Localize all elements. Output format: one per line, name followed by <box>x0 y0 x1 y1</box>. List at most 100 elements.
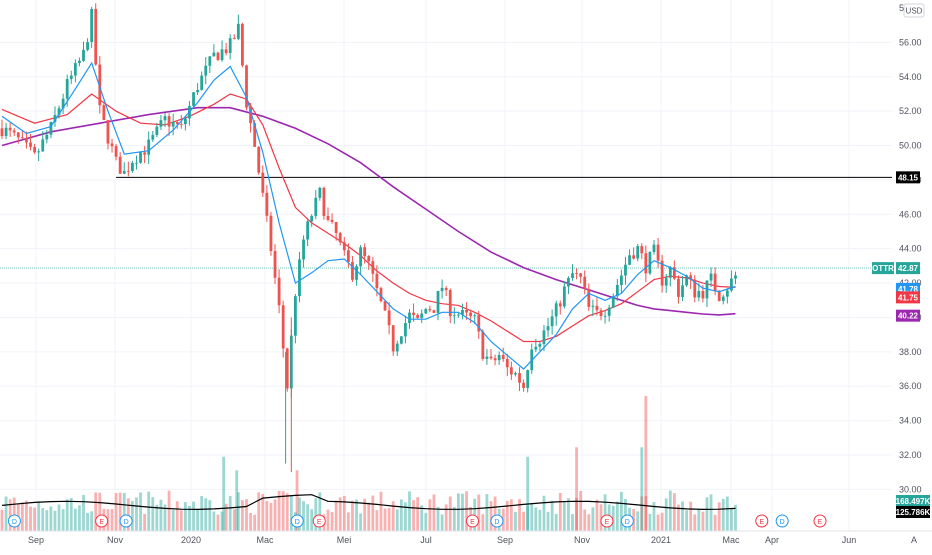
volume-ma-label: 125.786K <box>896 506 931 518</box>
volume-bar <box>538 509 542 531</box>
volume-bar <box>518 499 521 531</box>
candle-body <box>473 315 477 317</box>
volume-bar <box>330 511 334 531</box>
volume-bar <box>159 499 163 531</box>
volume-bar <box>734 504 737 531</box>
volume-bar <box>257 492 261 531</box>
y-tick-label: 56.00 <box>899 37 922 47</box>
currency-badge[interactable]: USD <box>903 3 925 18</box>
scale-mode-button[interactable]: A <box>911 535 917 545</box>
candle-body <box>135 162 138 164</box>
candle-body <box>465 310 468 313</box>
candle-body <box>16 132 20 138</box>
candle-body <box>253 123 257 147</box>
candle-body <box>122 170 126 174</box>
volume-bar <box>375 510 379 531</box>
volume-bar <box>509 499 513 531</box>
volume-bar <box>0 509 4 531</box>
volume-bar <box>65 499 69 531</box>
candle-body <box>334 221 338 233</box>
event-markers[interactable]: DEDDEEDEDEDEDEE <box>7 514 932 528</box>
candle-body <box>607 307 611 316</box>
candle-body <box>269 215 273 252</box>
volume-bar <box>567 498 570 531</box>
volume-bar <box>436 507 440 531</box>
last-price-label: OTTR 42.87 <box>872 262 920 275</box>
earnings-marker[interactable]: E <box>312 514 326 528</box>
candle-body <box>338 232 342 243</box>
candle-body <box>583 276 587 289</box>
earnings-marker[interactable]: E <box>813 514 827 528</box>
candle-body <box>611 296 615 308</box>
volume-bar <box>90 511 94 531</box>
dividend-marker[interactable]: D <box>620 514 634 528</box>
candle-body <box>273 251 277 278</box>
volume-bar <box>599 504 603 531</box>
volume-bar <box>86 512 89 531</box>
ma-slow-line <box>1 106 736 316</box>
candle-body <box>575 273 578 275</box>
candle-body <box>489 356 493 359</box>
dividend-marker[interactable]: D <box>7 514 21 528</box>
volume-bar <box>615 501 619 531</box>
volume-bar <box>404 502 407 531</box>
candle-body <box>395 343 399 352</box>
volume-bar <box>155 504 159 531</box>
candle-body <box>236 23 240 39</box>
earnings-marker[interactable]: E <box>95 514 109 528</box>
candle-body <box>375 273 379 289</box>
volume-bar <box>298 497 301 531</box>
dividend-marker[interactable]: D <box>490 514 504 528</box>
volume-bar <box>4 496 8 531</box>
candle-body <box>155 126 159 135</box>
candle-body <box>94 8 98 65</box>
volume-bar <box>705 497 709 531</box>
dividend-marker[interactable]: D <box>775 514 789 528</box>
candle-body <box>603 315 607 317</box>
earnings-marker[interactable]: E <box>755 514 769 528</box>
candle-body <box>558 303 562 307</box>
grid <box>0 0 892 531</box>
candle-body <box>277 277 281 306</box>
volume-bar <box>220 511 224 531</box>
earnings-marker[interactable]: E <box>600 514 614 528</box>
dividend-marker[interactable]: D <box>119 514 133 528</box>
earnings-marker[interactable]: E <box>465 514 479 528</box>
volume-bar <box>135 497 138 531</box>
candle-body <box>29 142 32 147</box>
candle-body <box>599 310 603 317</box>
volume-bar <box>118 492 122 531</box>
volume-bar <box>175 501 179 531</box>
volume-bar <box>461 493 464 531</box>
price-axis-ticks: 30.0032.0034.0036.0038.0040.0042.0044.00… <box>899 3 922 494</box>
volume-bar <box>188 505 191 531</box>
candle-body <box>8 127 12 131</box>
candle-body <box>139 152 142 163</box>
candle-body <box>281 305 285 349</box>
y-tick-label: 44.00 <box>899 244 922 254</box>
dividend-marker[interactable]: D <box>290 514 304 528</box>
volume-bar <box>432 494 436 531</box>
volume-label: 168.497K <box>896 495 931 507</box>
volume-bar <box>98 492 102 531</box>
candle-body <box>717 290 721 301</box>
volume-bar <box>481 514 485 531</box>
volume-bar <box>212 511 216 531</box>
candle-body <box>677 278 680 297</box>
candle-body <box>538 343 542 347</box>
volume-bar <box>656 514 660 531</box>
volume-bar <box>110 509 114 531</box>
y-tick-label: 46.00 <box>899 209 922 219</box>
volume-bar <box>412 500 415 531</box>
x-tick-label: Jul <box>420 535 432 545</box>
x-tick-label: Mac <box>256 535 274 545</box>
volume-bar <box>595 499 599 531</box>
volume-bar <box>359 513 362 531</box>
volume-bar <box>41 508 45 531</box>
volume-bar <box>550 500 554 531</box>
volume-bar <box>318 492 322 531</box>
volume-bar <box>192 501 195 531</box>
